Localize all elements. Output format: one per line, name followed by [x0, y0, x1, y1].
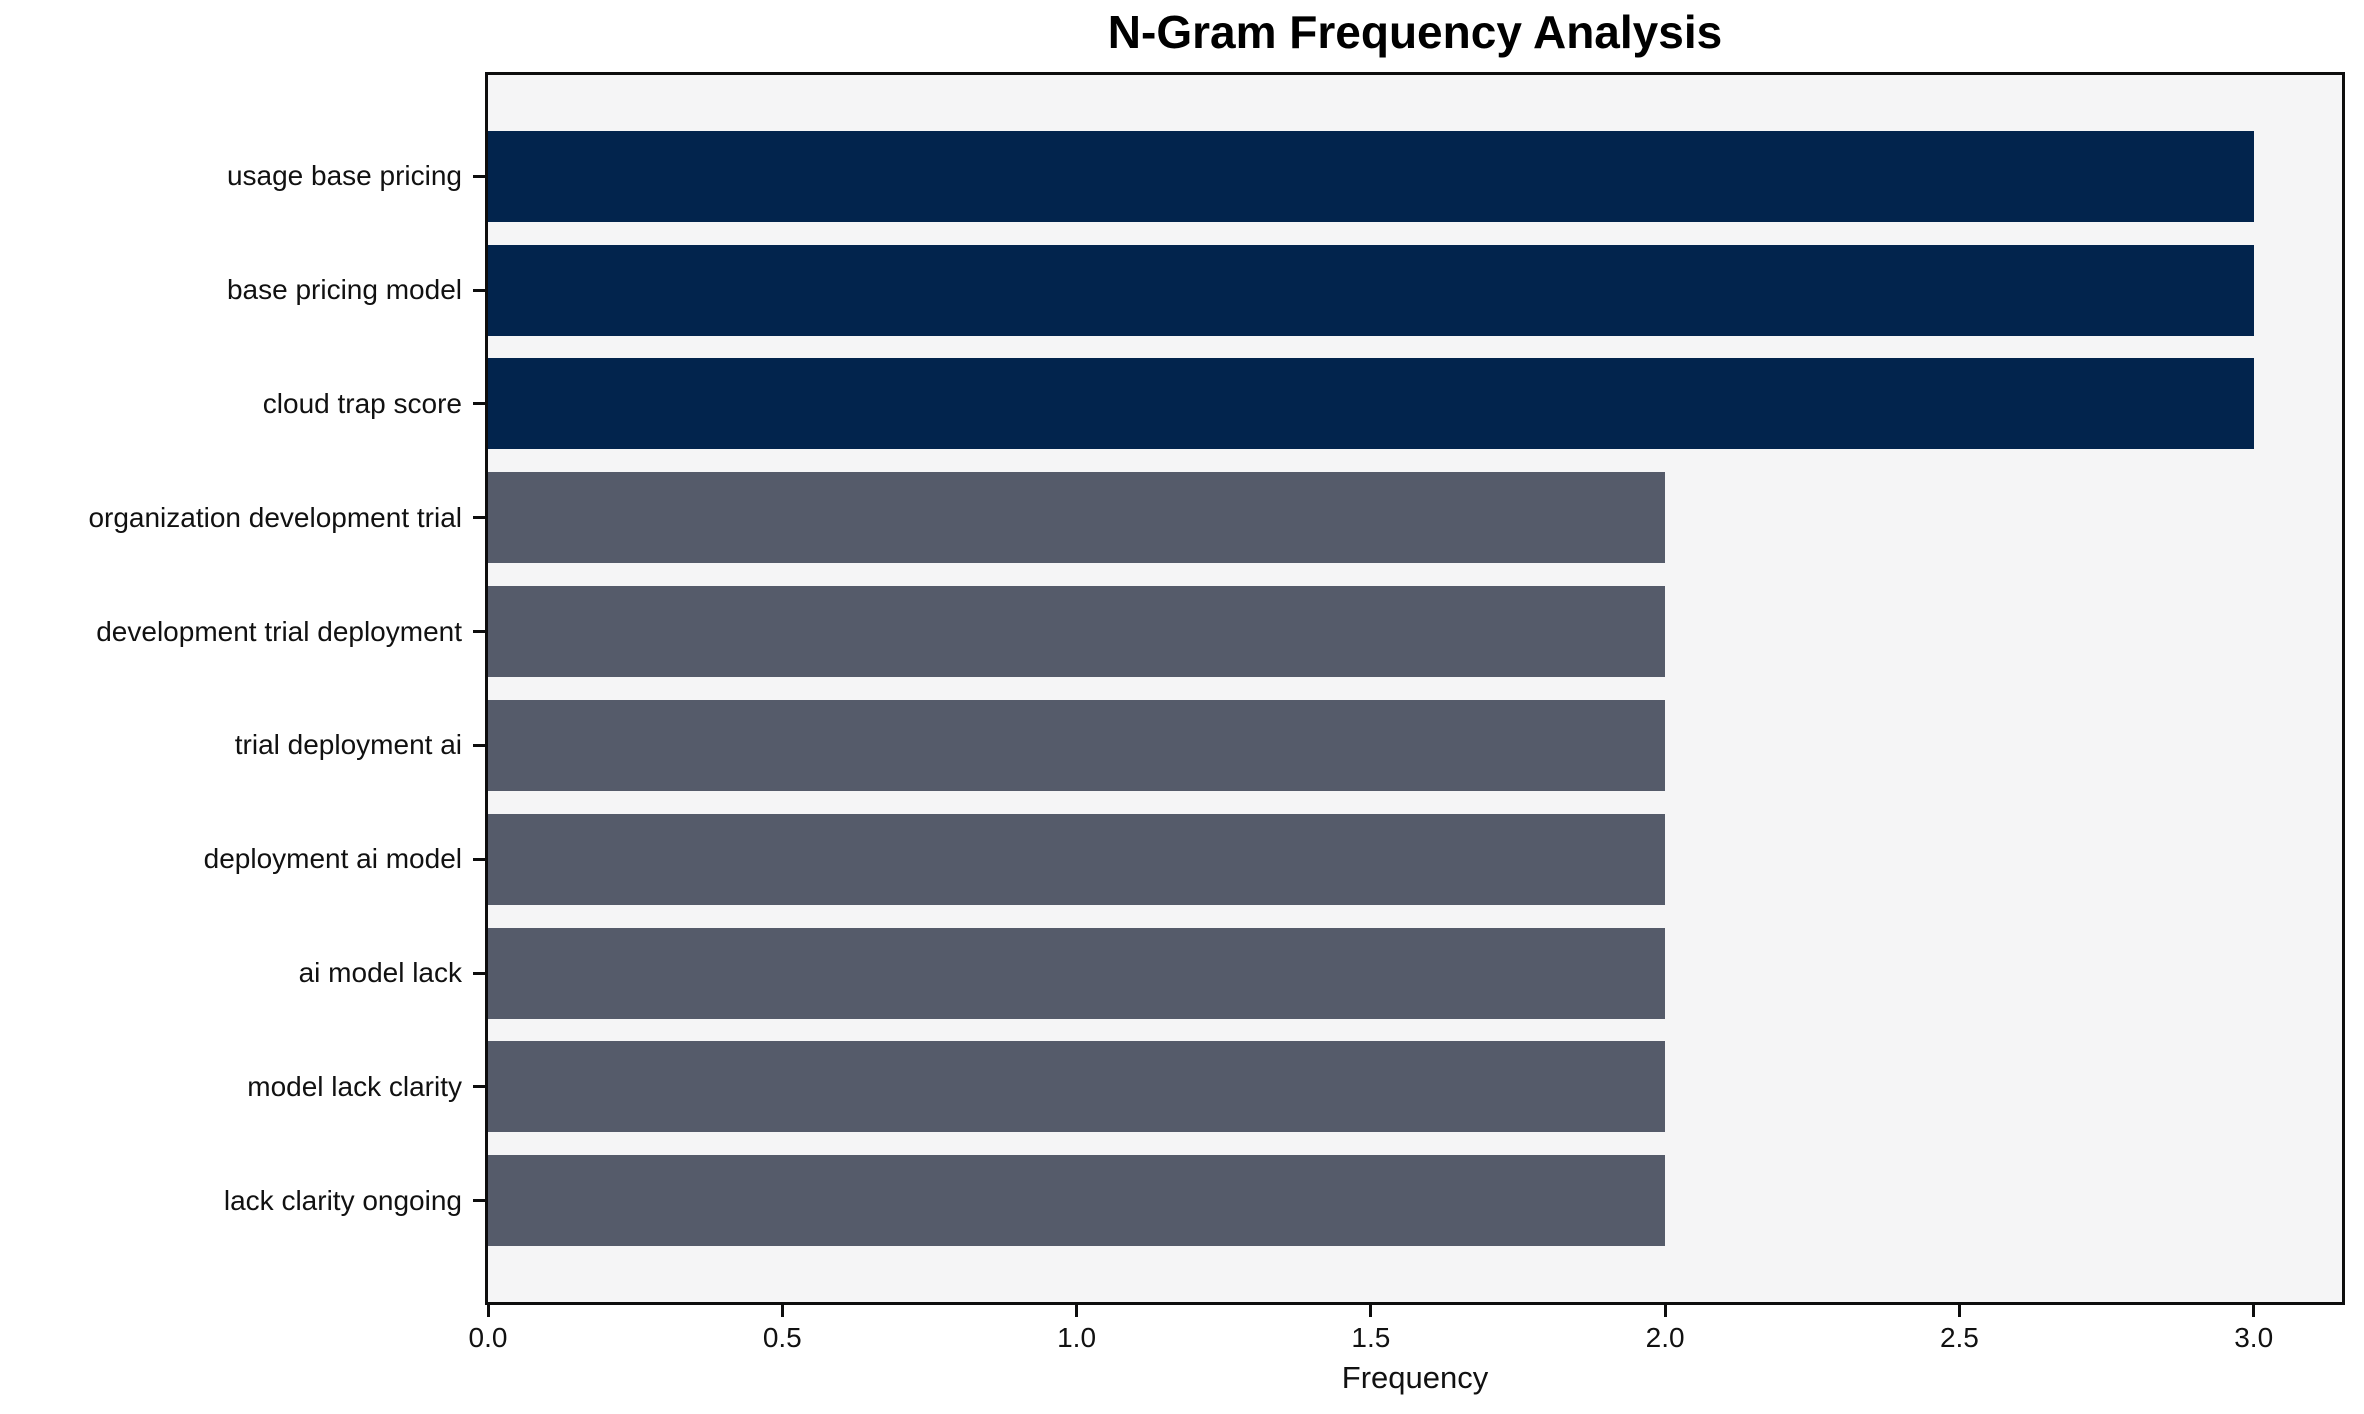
x-tick-label: 0.0	[468, 1322, 508, 1353]
y-tick-label: development trial deployment	[96, 615, 462, 647]
y-tick-label: usage base pricing	[226, 160, 462, 192]
plot-area	[485, 72, 2345, 1305]
y-tick-mark	[473, 857, 485, 861]
y-tick-label: lack clarity ongoing	[223, 1184, 462, 1216]
y-tick-label: model lack clarity	[247, 1070, 462, 1102]
bar-ai-model-lack	[488, 927, 1666, 1019]
y-tick-mark	[473, 288, 485, 292]
chart-title: N-Gram Frequency Analysis	[1107, 6, 1723, 58]
x-tick-mark	[2252, 1305, 2256, 1317]
bar-cloud-trap-score	[488, 358, 2254, 450]
x-tick-label: 1.0	[1057, 1322, 1097, 1353]
y-tick-mark	[473, 1085, 485, 1089]
y-tick-label: base pricing model	[226, 274, 462, 306]
x-tick-mark	[780, 1305, 784, 1317]
x-tick-mark	[1957, 1305, 1961, 1317]
y-tick-mark	[473, 971, 485, 975]
y-tick-mark	[473, 516, 485, 520]
y-tick-mark	[473, 402, 485, 406]
x-tick-mark	[486, 1305, 490, 1317]
bar-usage-base-pricing	[488, 130, 2254, 222]
y-tick-mark	[473, 630, 485, 634]
y-tick-label: deployment ai model	[203, 843, 462, 875]
x-tick-label: 2.5	[1939, 1322, 1979, 1353]
bar-organization-development-trial	[488, 472, 1666, 564]
y-tick-label: cloud trap score	[262, 387, 462, 419]
bar-base-pricing-model	[488, 244, 2254, 336]
bar-development-trial-deployment	[488, 586, 1666, 678]
x-tick-label: 0.5	[762, 1322, 802, 1353]
bar-lack-clarity-ongoing	[488, 1155, 1666, 1247]
y-tick-label: ai model lack	[298, 957, 462, 989]
x-tick-label: 3.0	[2234, 1322, 2274, 1353]
bar-model-lack-clarity	[488, 1041, 1666, 1133]
y-tick-label: trial deployment ai	[234, 729, 462, 761]
x-axis-title: Frequency	[1341, 1360, 1489, 1395]
y-tick-label: organization development trial	[88, 501, 462, 533]
x-tick-mark	[1663, 1305, 1667, 1317]
x-tick-mark	[1369, 1305, 1373, 1317]
y-tick-mark	[473, 1199, 485, 1203]
y-tick-mark	[473, 743, 485, 747]
y-tick-mark	[473, 174, 485, 178]
bar-trial-deployment-ai	[488, 699, 1666, 791]
bar-deployment-ai-model	[488, 813, 1666, 905]
x-tick-label: 1.5	[1351, 1322, 1391, 1353]
x-tick-label: 2.0	[1645, 1322, 1685, 1353]
x-tick-mark	[1075, 1305, 1079, 1317]
